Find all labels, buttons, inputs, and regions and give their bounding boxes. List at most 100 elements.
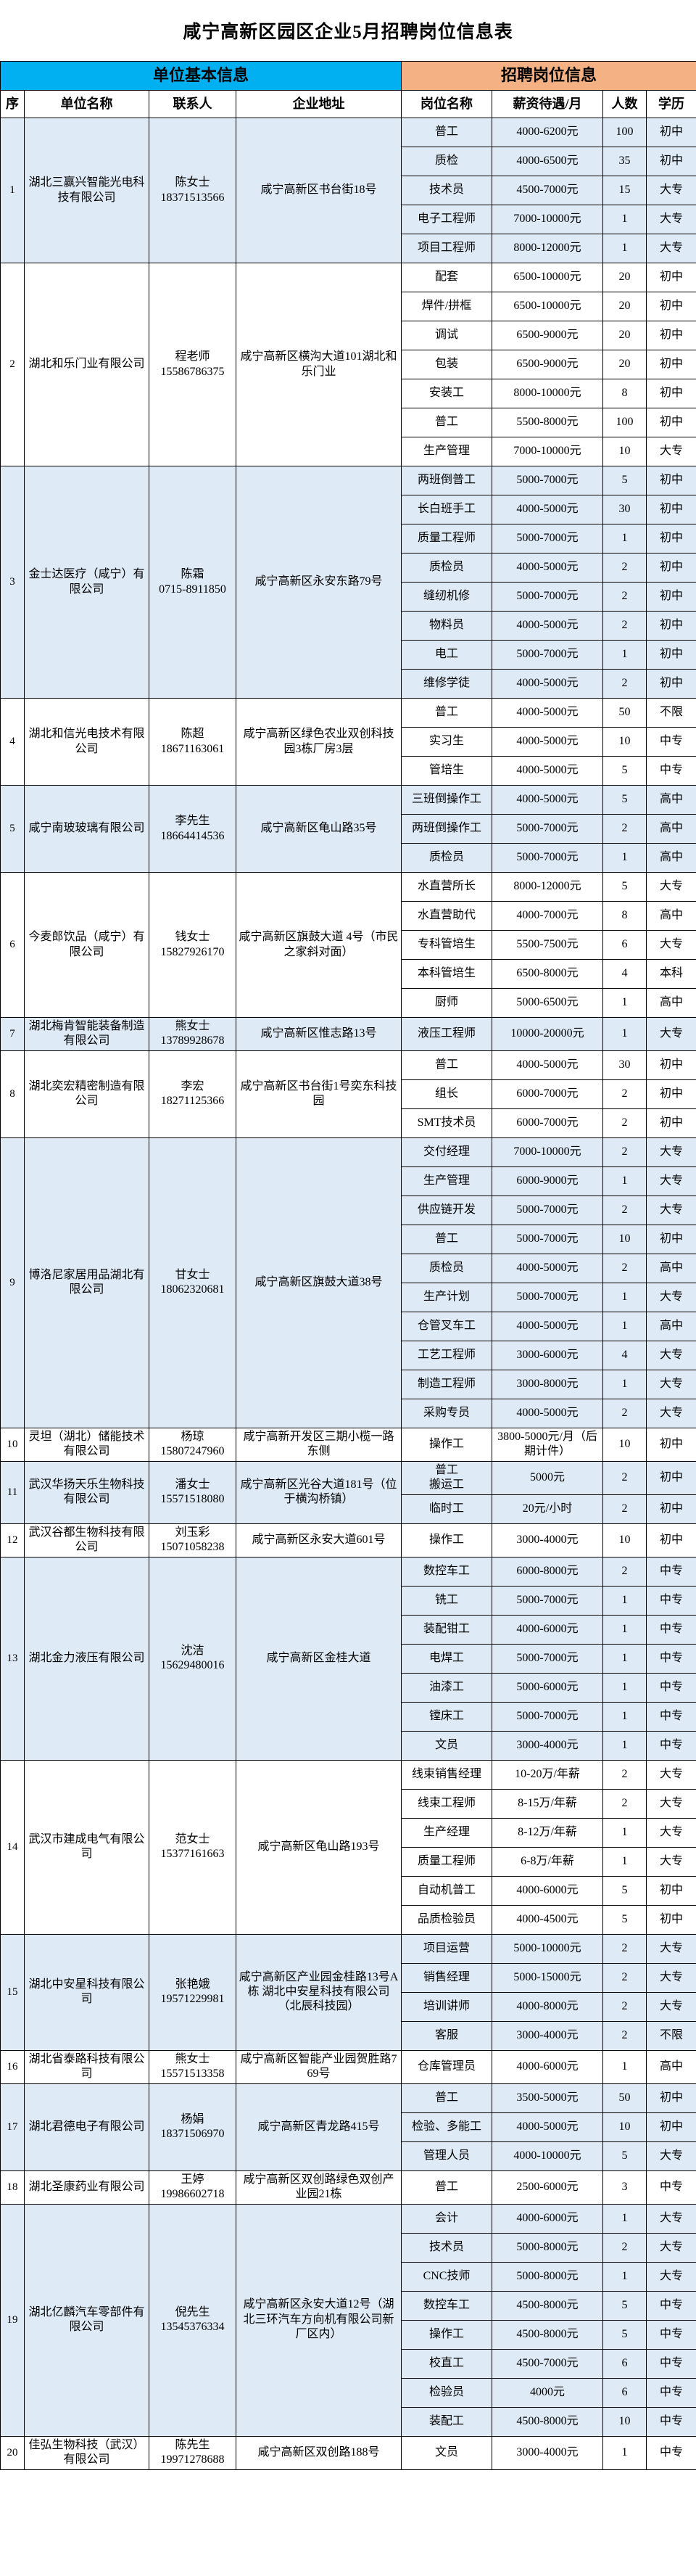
position-name: 长白班手工 (401, 495, 493, 524)
position-education: 中专 (646, 1614, 696, 1645)
company-address: 咸宁高新区惟志路13号 (235, 1017, 402, 1051)
position-salary: 5000元 (492, 1460, 604, 1495)
position-salary: 4500-8000元 (492, 2406, 604, 2437)
position-row: 8 湖北奕宏精密制造有限公司 李宏 18271125366 咸宁高新区书台街1号奕东科技… (0, 1050, 696, 1138)
contact-person: 陈霜 (181, 568, 204, 581)
position-headcount: 1 (602, 1369, 647, 1399)
position-headcount: 1 (602, 2203, 647, 2234)
position-headcount: 2 (602, 814, 647, 844)
position-name: 生产计划 (401, 1282, 493, 1312)
position-education: 中专 (646, 1701, 696, 1732)
position-row: 技术员 4500-7000元 15 大专 (1, 176, 696, 205)
sequence-number: 1 (0, 118, 25, 263)
contact-phone: 19571229981 (160, 1993, 225, 2006)
company-name: 佳弘生物科技（武汉）有限公司 (24, 2435, 149, 2470)
position-headcount: 10 (602, 2406, 647, 2437)
contact: 王婷 19986602718 (149, 2170, 236, 2205)
position-headcount: 2 (602, 2020, 647, 2051)
position-salary: 5000-7000元 (492, 843, 604, 873)
position-salary: 8000-12000元 (492, 234, 604, 263)
contact-person: 熊女士 (175, 1020, 210, 1032)
position-name: 水直营所长 (401, 872, 493, 902)
contact-phone: 13789928678 (160, 1034, 225, 1048)
contact-phone: 15827926170 (160, 945, 225, 958)
position-name: 组长 (401, 1079, 493, 1109)
position-row: 10 灵坦（湖北）储能技术有限公司 杨琼 15807247960 咸宁高新开发区三期小榄… (0, 1427, 696, 1462)
position-name: 仓管叉车工 (401, 1311, 493, 1341)
company-address: 咸宁高新区绿色农业双创科技园3栋厂房3层 (235, 698, 402, 786)
position-education: 初中 (646, 263, 696, 292)
position-name: 普工 (401, 1050, 493, 1080)
position-name: 普工 (401, 2170, 493, 2205)
position-row: 临时工 20元/小时 2 初中 (1, 1494, 696, 1524)
position-name: 普工 (401, 698, 493, 728)
position-education: 中专 (646, 2319, 696, 2350)
company-name: 湖北和乐门业有限公司 (24, 263, 149, 466)
position-name: 铣工 (401, 1585, 493, 1616)
company-address: 咸宁高新区青龙路415号 (235, 2083, 402, 2171)
position-salary: 5000-7000元 (492, 1195, 604, 1225)
position-education: 中专 (646, 1585, 696, 1616)
company-name: 湖北梅肯智能装备制造有限公司 (24, 1017, 149, 1051)
position-salary: 2500-6000元 (492, 2170, 604, 2205)
company-name: 灵坦（湖北）储能技术有限公司 (24, 1427, 149, 1462)
position-name: 项目运营 (401, 1933, 493, 1964)
position-education: 大专 (646, 1398, 696, 1428)
position-name: 自动机普工 (401, 1875, 493, 1906)
contact-phone: 19986602718 (160, 2188, 225, 2201)
contact: 陈霜 0715-8911850 (149, 466, 236, 699)
position-row: 管理人员 4000-10000元 5 大专 (1, 2141, 696, 2171)
contact-phone: 15071058238 (160, 1541, 225, 1554)
position-name: 项目工程师 (401, 234, 493, 263)
contact-person: 陈先生 (175, 2438, 210, 2451)
position-salary: 6500-10000元 (492, 263, 604, 292)
position-education: 高中 (646, 988, 696, 1018)
position-salary: 3000-4000元 (492, 1523, 604, 1557)
position-name: 培训讲师 (401, 1991, 493, 2022)
position-headcount: 1 (602, 1846, 647, 1877)
position-name: 普工 (401, 1224, 493, 1254)
position-salary: 5000-7000元 (492, 466, 604, 495)
position-education: 大专 (646, 1166, 696, 1196)
position-name: 普工 搬运工 (401, 1460, 493, 1495)
position-education: 中专 (646, 2406, 696, 2437)
position-name: 交付经理 (401, 1137, 493, 1167)
company-address: 咸宁高新区横沟大道101湖北和乐门业 (235, 263, 402, 466)
position-name: 采购专员 (401, 1398, 493, 1428)
position-salary: 5000-8000元 (492, 2261, 604, 2292)
position-education: 大专 (646, 1282, 696, 1312)
position-salary: 5000-8000元 (492, 2232, 604, 2263)
position-name: 电工 (401, 640, 493, 670)
position-name: 线束销售经理 (401, 1759, 493, 1790)
position-row: 油漆工 5000-6000元 1 中专 (1, 1672, 696, 1703)
position-name: SMT技术员 (401, 1108, 493, 1138)
position-salary: 4000-6000元 (492, 1875, 604, 1906)
position-row: 装配钳工 4000-6000元 1 中专 (1, 1614, 696, 1645)
position-salary: 4000-5000元 (492, 1311, 604, 1341)
company-address: 咸宁高新区龟山路193号 (235, 1759, 402, 1935)
position-education: 中专 (646, 2170, 696, 2205)
position-education: 初中 (646, 408, 696, 437)
position-headcount: 1 (602, 2261, 647, 2292)
position-headcount: 2 (602, 1788, 647, 1819)
contact-phone: 18671163061 (160, 742, 225, 755)
contact-person: 杨娟 (181, 2112, 204, 2126)
contact: 钱女士 15827926170 (149, 872, 236, 1018)
position-education: 初中 (646, 1460, 696, 1495)
position-education: 初中 (646, 350, 696, 379)
position-education: 中专 (646, 1730, 696, 1761)
position-name: 水直营助代 (401, 901, 493, 931)
position-row: 校直工 4500-7000元 6 中专 (1, 2348, 696, 2379)
company-name: 湖北省泰路科技有限公司 (24, 2049, 149, 2084)
position-name: 客服 (401, 2020, 493, 2051)
position-row: 铣工 5000-7000元 1 中专 (1, 1585, 696, 1616)
company-address: 咸宁高新区双创路绿色双创产业园21栋 (235, 2170, 402, 2205)
position-headcount: 50 (602, 2083, 647, 2113)
column-header-company-name: 单位名称 (24, 90, 149, 118)
sequence-number: 7 (0, 1017, 25, 1051)
position-name: 生产管理 (401, 1166, 493, 1196)
contact-phone: 15571513358 (160, 2067, 225, 2081)
company-name: 武汉华扬天乐生物科技有限公司 (24, 1460, 149, 1524)
position-headcount: 1 (602, 1282, 647, 1312)
contact: 沈洁 15629480016 (149, 1556, 236, 1761)
